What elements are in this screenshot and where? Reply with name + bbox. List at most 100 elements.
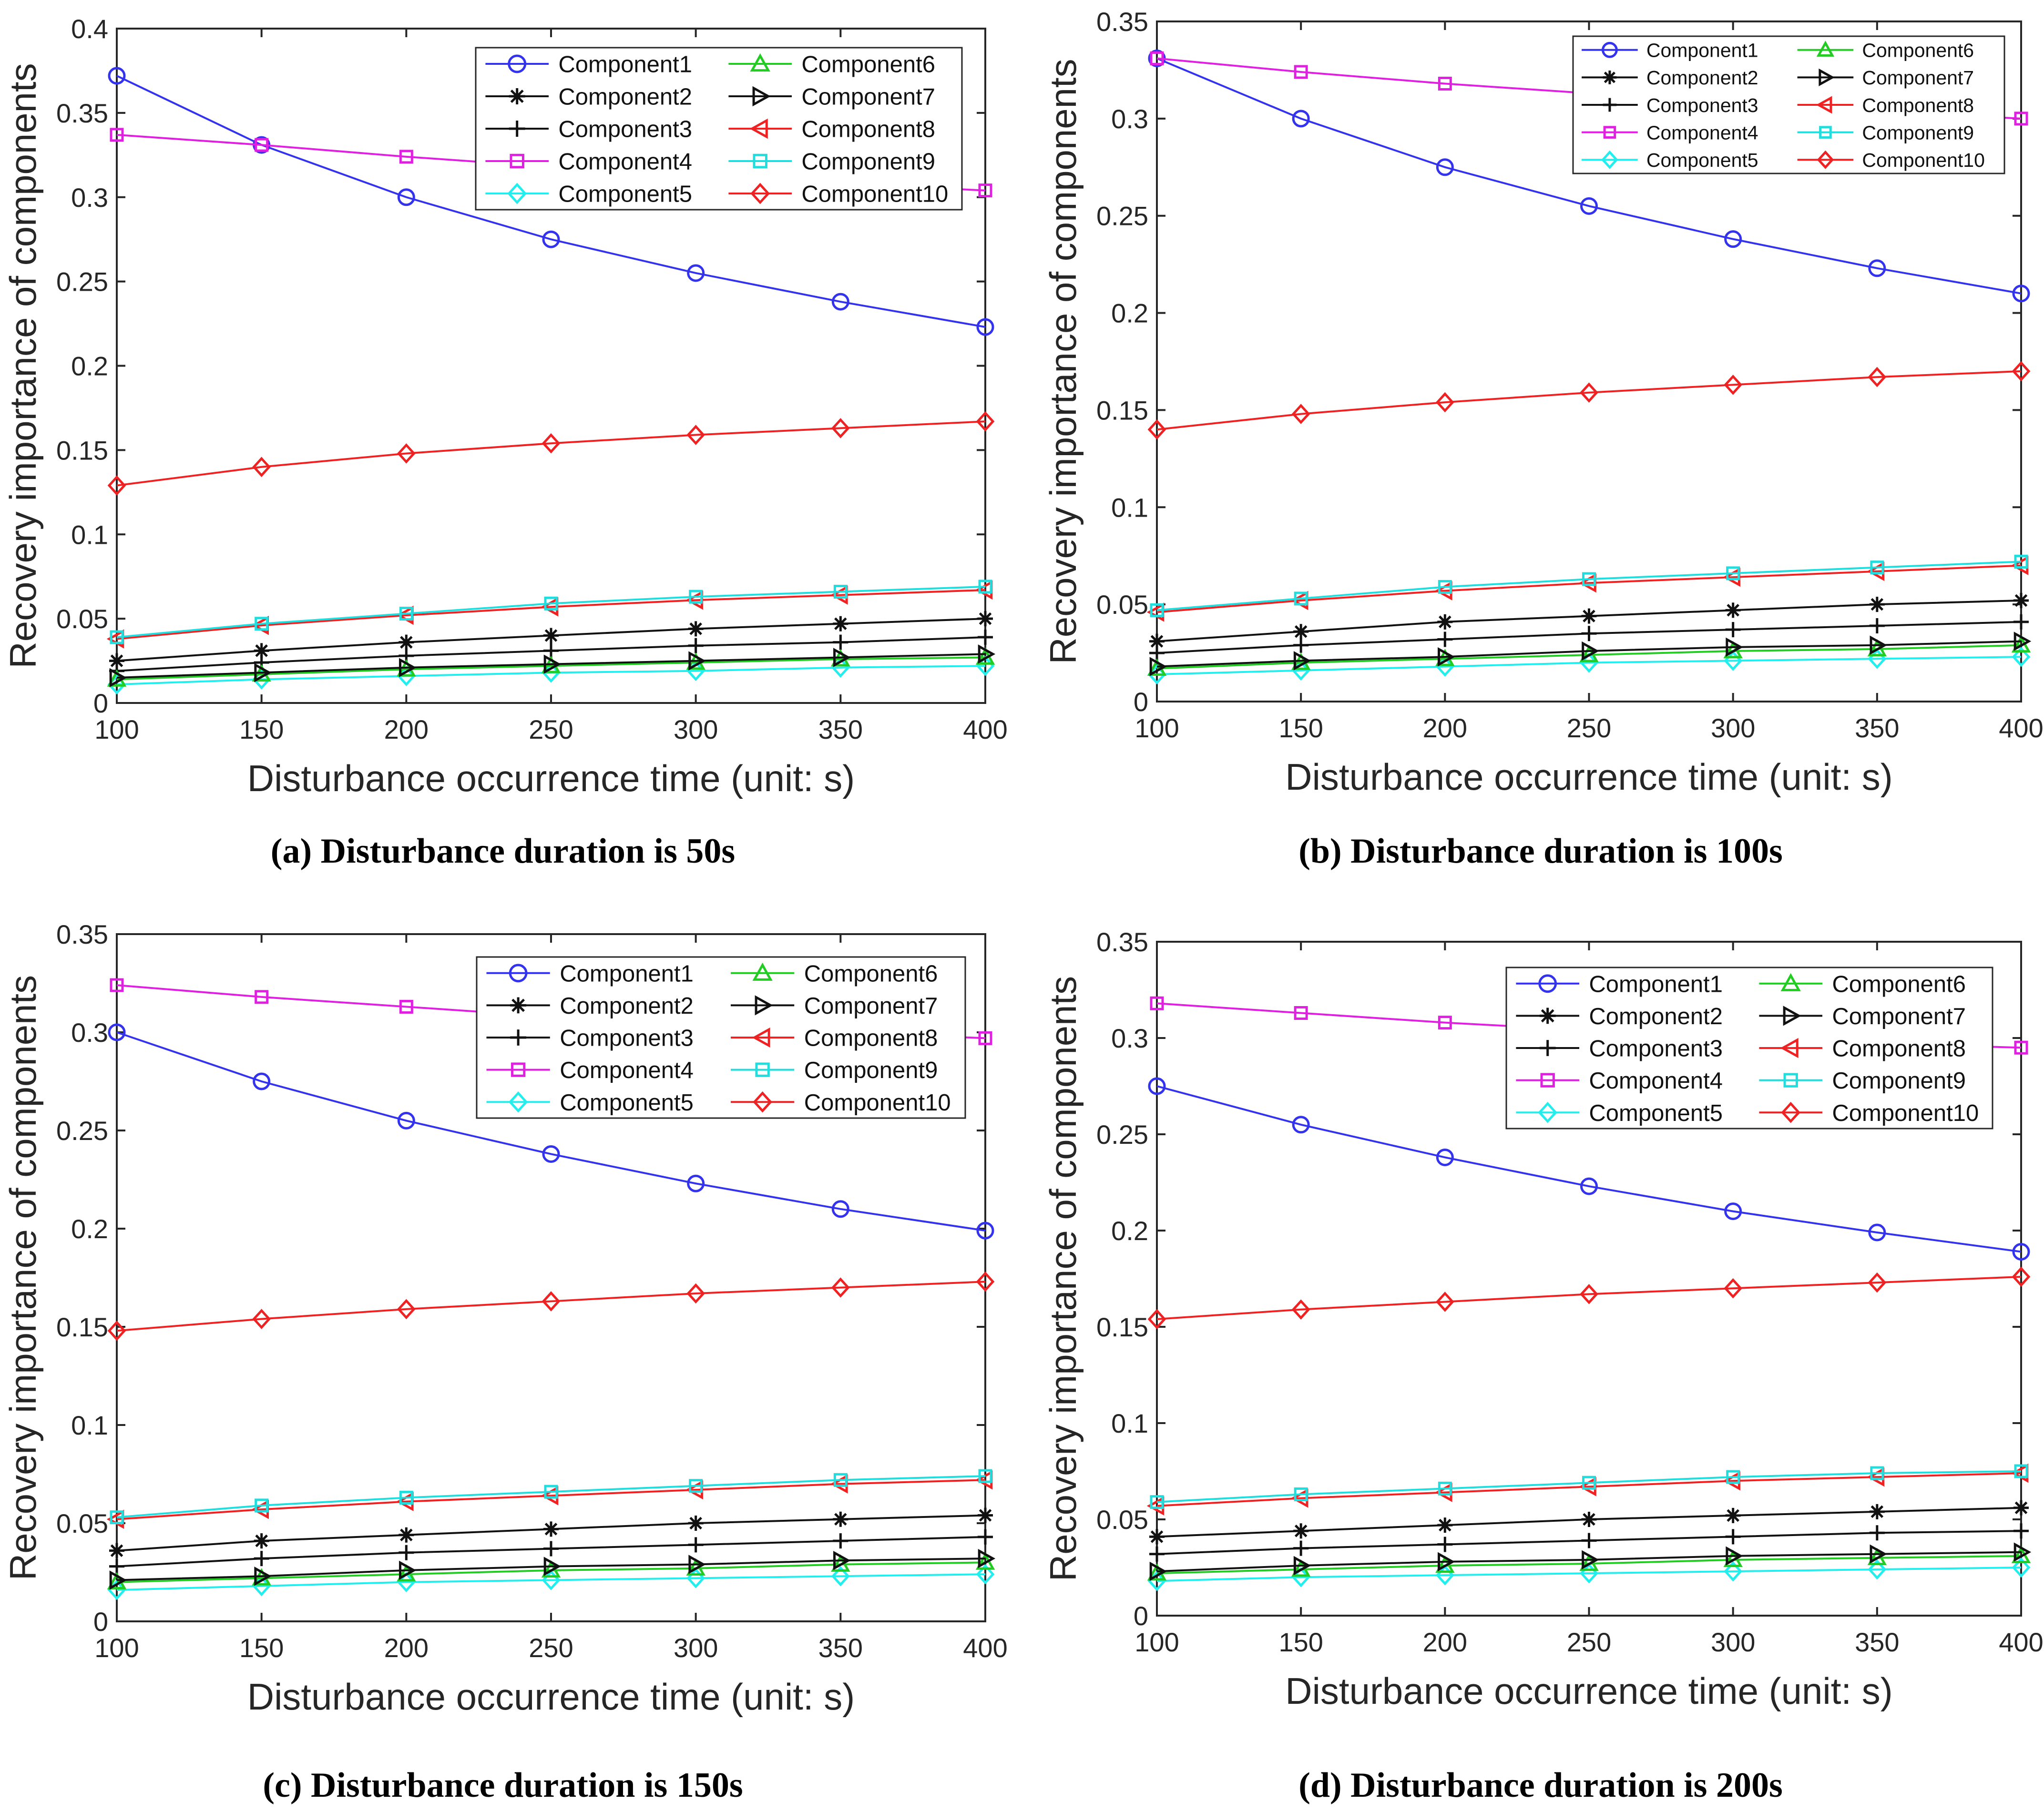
component3-point [1149, 1546, 1165, 1562]
legend-component3-marker [1539, 1040, 1556, 1056]
x-tick-label: 400 [963, 1633, 1007, 1663]
component4-point [110, 128, 124, 142]
y-tick-label: 0 [93, 1607, 108, 1637]
component8-line [116, 1479, 986, 1520]
x-tick-label: 200 [384, 714, 429, 744]
panel-c-caption: (c) Disturbance duration is 150s [263, 1766, 743, 1805]
legend-component5-marker [1601, 150, 1618, 169]
component5-line [116, 1573, 986, 1591]
component9-point [1726, 1470, 1740, 1484]
y-tick-label: 0.3 [71, 183, 108, 213]
legend-component3-marker [509, 121, 525, 137]
component1-point [2012, 1242, 2030, 1261]
panel-b: (b) Disturbance duration is 100s 100 150 2… [1042, 7, 2044, 871]
x-tick-label: 350 [1855, 713, 1899, 743]
component3-point [1581, 626, 1597, 641]
component7-point [2013, 1542, 2032, 1562]
panel-c: (c) Disturbance duration is 150s 100 150 2… [2, 919, 1008, 1805]
x-tick-label: 400 [1999, 713, 2043, 743]
component7-point [833, 648, 851, 667]
component6-line [116, 656, 986, 681]
component1-line [116, 1031, 986, 1232]
legend-component2-label: Component2 [558, 84, 692, 110]
legend-component1-label: Component1 [560, 961, 694, 987]
component7-point [254, 663, 272, 682]
component10-point [831, 1277, 850, 1298]
legend-component4-marker [511, 1062, 526, 1077]
legend-box [476, 956, 966, 1119]
component2-point [2013, 592, 2029, 608]
y-tick-label: 0.1 [1111, 1408, 1148, 1438]
component9-point [689, 590, 703, 604]
component7-point [1726, 637, 1743, 657]
component2-point [543, 1521, 559, 1537]
component2-point [1293, 624, 1309, 640]
component7-point [1582, 1550, 1599, 1570]
y-tick-label: 0.05 [1096, 590, 1148, 620]
x-tick-label: 100 [94, 1633, 139, 1663]
component10-point [1291, 404, 1310, 424]
component1-point [1148, 1077, 1166, 1095]
component9-point [110, 1510, 124, 1525]
y-tick-label: 0.15 [1096, 1312, 1148, 1342]
y-tick-label: 0.1 [1111, 492, 1148, 522]
component10-point [1868, 366, 1887, 387]
component10-point [1580, 1284, 1598, 1304]
component1-point [542, 230, 560, 248]
component10-point [831, 418, 850, 438]
component1-point [1868, 1223, 1886, 1242]
legend-component8-marker [752, 1027, 770, 1048]
component9-point [689, 1479, 703, 1493]
legend-component5-label: Component5 [1646, 149, 1758, 171]
component9-point [255, 617, 269, 631]
y-tick-label: 0.25 [1096, 1120, 1148, 1150]
legend: Component1 Component2 Component3 Component4… [1505, 967, 1993, 1130]
x-tick-label: 150 [1278, 713, 1323, 743]
x-tick-label: 250 [1567, 713, 1611, 743]
legend-component1-label: Component1 [1646, 40, 1758, 61]
component9-line [1156, 1470, 2022, 1503]
component2-point [1437, 1517, 1453, 1533]
legend-component7-marker [1783, 1006, 1801, 1026]
component7-point [1870, 635, 1887, 655]
component1-point [1436, 1148, 1454, 1166]
component7-point [688, 651, 706, 671]
x-tick-label: 200 [384, 1633, 429, 1663]
legend-component10-marker [750, 183, 770, 204]
component9-point [1294, 1487, 1308, 1501]
component4-point [1150, 996, 1164, 1010]
component2-point [1869, 597, 1885, 612]
legend-component4-marker [1603, 126, 1616, 139]
legend-component4-marker [1540, 1073, 1555, 1088]
component10-point [1435, 1292, 1454, 1312]
component1-point [542, 1145, 560, 1163]
component4-point [1438, 1016, 1452, 1030]
y-tick-label: 0 [1134, 687, 1148, 717]
legend-component7-marker [752, 86, 771, 107]
legend-component6-marker [752, 962, 773, 981]
legend: Component1 Component2 Component3 Component4… [476, 956, 966, 1119]
component8-line [116, 589, 986, 640]
component2-point [2013, 1500, 2029, 1516]
legend: Component1 Component2 Component3 Component4… [475, 47, 963, 211]
x-tick-label: 100 [1134, 713, 1179, 743]
component3-point [254, 1551, 269, 1567]
legend-component1-marker [509, 964, 528, 983]
component1-point [1724, 230, 1742, 248]
legend: Component1 Component2 Component3 Component4… [1572, 35, 2005, 174]
legend-component5-marker [508, 1091, 528, 1113]
component7-point [1438, 647, 1455, 667]
legend-component6-marker [1780, 973, 1801, 991]
component5-point [1868, 1559, 1887, 1580]
panel-d-caption: (d) Disturbance duration is 200s [1298, 1766, 1783, 1805]
x-tick-label: 300 [674, 714, 718, 744]
component3-point [1725, 1529, 1741, 1545]
component9-point [110, 630, 124, 644]
component1-point [1580, 1177, 1598, 1195]
x-tick-label: 350 [1855, 1627, 1899, 1657]
component3-point [1869, 618, 1885, 633]
component10-point [686, 1283, 705, 1304]
component9-point [833, 1473, 848, 1487]
y-tick-label: 0.35 [56, 98, 108, 128]
y-tick-label: 0 [93, 688, 108, 718]
